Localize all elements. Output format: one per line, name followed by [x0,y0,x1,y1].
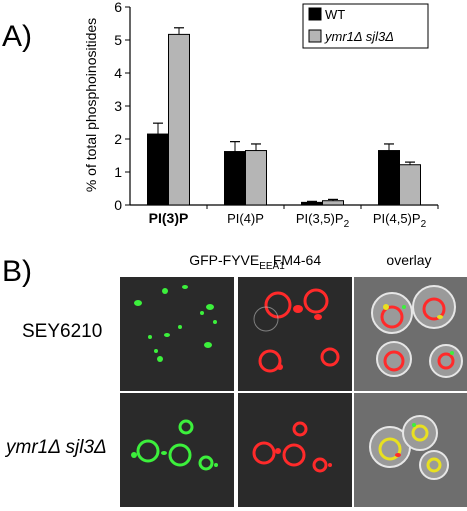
x-tick-label: PI(4,5)P2 [373,211,427,230]
x-tick-label-subscript: 2 [344,219,350,230]
y-tick-label: 6 [114,0,122,15]
x-tick-label-base: PI(3)P [149,210,189,226]
legend-swatch-mutant [308,29,322,43]
x-tick-label: PI(3)P [149,210,189,226]
y-tick-label: 5 [114,32,122,48]
bar-mutant [322,200,344,206]
micrograph-wt-gfp [120,277,234,391]
bar-mutant [399,164,421,206]
y-tick-label: 1 [114,164,122,180]
x-tick-label-base: PI(4,5)P [373,211,421,226]
bar-mutant [168,33,190,206]
x-tick-label: PI(4)P [227,211,264,226]
x-tick-label: PI(3,5)P2 [296,211,350,230]
column-header-gfp-sub: EEA1 [259,260,285,272]
bar-chart: % of total phosphoinositides 0 1 2 3 4 5 6 PI(3… [83,0,439,230]
legend: WT ymr1Δ sjl3Δ [302,3,429,49]
row-label-wildtype: SEY6210 [22,321,103,342]
micrograph-mutant-overlay [354,393,467,507]
micrograph-mutant-fm4 [238,393,352,507]
bar-wt [378,150,400,206]
bar-mutant [245,150,267,206]
panel-a-label: A) [2,20,32,53]
x-tick-label-subscript: 2 [421,219,427,230]
legend-label-mutant: ymr1Δ sjl3Δ [324,29,394,44]
column-header-fm4-text: FM4-64 [272,252,322,268]
y-tick-label: 2 [114,131,122,147]
bar-wt [224,151,246,206]
legend-label-wt: WT [325,7,345,22]
micrograph-wt-overlay [354,277,467,391]
micrograph-wt-fm4 [238,277,352,391]
panel-b-label: B) [2,255,32,288]
column-header-gfp-base: GFP-FYVE [189,252,260,268]
column-header-overlay-text: overlay [386,252,432,268]
y-tick-label: 0 [114,197,122,213]
y-axis-label: % of total phosphoinositides [83,18,99,192]
legend-swatch-wt [308,7,322,21]
x-tick-label-base: PI(4)P [227,211,264,226]
row-label-mutant: ymr1Δ sjl3Δ [6,437,107,458]
bar-wt [301,201,323,206]
y-tick-label: 4 [114,65,122,81]
micrograph-mutant-gfp [120,393,234,507]
bar-wt [147,133,169,206]
y-tick-label: 3 [114,98,122,114]
x-tick-label-base: PI(3,5)P [296,211,344,226]
